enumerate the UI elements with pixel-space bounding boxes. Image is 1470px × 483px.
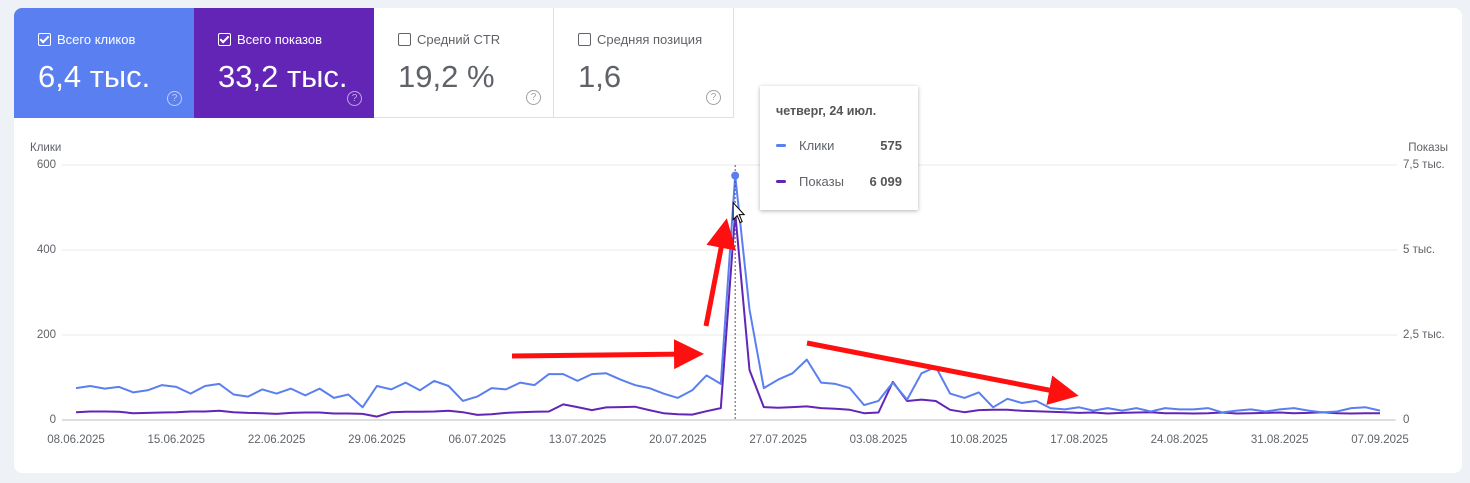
card-label: Всего кликов [38, 32, 194, 47]
x-tick-label: 03.08.2025 [850, 434, 908, 446]
hover-point [731, 171, 740, 180]
series-line [75, 211, 1380, 418]
x-tick-label: 17.08.2025 [1050, 434, 1108, 446]
tooltip: четверг, 24 июл. Клики 575 Показы 6 099 [760, 86, 918, 210]
x-tick-label: 10.08.2025 [950, 434, 1008, 446]
card-label-text: Средний CTR [417, 32, 501, 47]
card-label-text: Всего показов [237, 32, 322, 47]
metric-card[interactable]: Всего кликов 6,4 тыс.? [14, 8, 194, 118]
y-tick-label: 0 [50, 414, 56, 426]
x-tick-label: 06.07.2025 [448, 434, 506, 446]
card-value: 33,2 тыс. [218, 59, 348, 94]
checkbox[interactable] [218, 33, 231, 46]
card-value: 19,2 % [398, 59, 495, 94]
help-icon[interactable]: ? [347, 91, 362, 106]
arrow [703, 218, 736, 327]
arrow [511, 339, 704, 370]
tooltip-title: четверг, 24 июл. [776, 104, 877, 118]
performance-panel: Клики Показы 0 200 400 600 0 2,5 тыс. 5 тыс. 7,… [14, 8, 1462, 473]
checkbox[interactable] [578, 33, 591, 46]
tooltip-series: Показы [799, 174, 844, 189]
checkbox[interactable] [38, 33, 51, 46]
tooltip-row: Показы 6 099 [776, 174, 902, 189]
help-icon[interactable]: ? [167, 91, 182, 106]
x-tick-label: 13.07.2025 [549, 434, 607, 446]
x-tick-label: 08.06.2025 [47, 434, 105, 446]
chart: Клики Показы 0 200 400 600 0 2,5 тыс. 5 тыс. 7,… [30, 142, 1448, 446]
x-tick-label: 31.08.2025 [1251, 434, 1309, 446]
y2-tick-label: 5 тыс. [1403, 244, 1435, 256]
card-label-text: Средняя позиция [597, 32, 703, 47]
x-tick-label: 15.06.2025 [148, 434, 206, 446]
x-tick-label: 27.07.2025 [749, 434, 807, 446]
series-line [75, 174, 1381, 414]
card-value: 6,4 тыс. [38, 59, 151, 94]
tooltip-series: Клики [799, 138, 835, 153]
y2-axis-title: Показы [1408, 142, 1448, 154]
x-tick-label: 29.06.2025 [348, 434, 406, 446]
x-tick-label: 24.08.2025 [1151, 434, 1209, 446]
x-tick-label: 07.09.2025 [1351, 434, 1409, 446]
y2-tick-label: 7,5 тыс. [1403, 159, 1445, 171]
help-icon[interactable]: ? [526, 90, 541, 105]
x-tick-label: 20.07.2025 [649, 434, 707, 446]
y-tick-label: 600 [37, 159, 56, 171]
card-label: Средний CTR [398, 32, 553, 47]
y-tick-label: 400 [37, 244, 56, 256]
tooltip-value: 575 [880, 138, 902, 153]
y-tick-label: 200 [37, 329, 56, 341]
arrow [806, 340, 1079, 405]
y-axis-title: Клики [30, 142, 61, 154]
metric-card[interactable]: Всего показов 33,2 тыс.? [194, 8, 374, 118]
tooltip-row: Клики 575 [776, 138, 902, 153]
metric-card[interactable]: Средняя позиция 1,6? [554, 8, 734, 118]
help-icon[interactable]: ? [706, 90, 721, 105]
metric-card[interactable]: Средний CTR 19,2 %? [374, 8, 554, 118]
card-label-text: Всего кликов [57, 32, 136, 47]
card-value: 1,6 [578, 59, 622, 94]
y2-tick-label: 0 [1403, 414, 1409, 426]
x-tick-label: 22.06.2025 [248, 434, 306, 446]
y2-tick-label: 2,5 тыс. [1403, 329, 1445, 341]
annotation-arrows [511, 218, 1079, 405]
tooltip-value: 6 099 [869, 174, 902, 189]
card-label: Всего показов [218, 32, 374, 47]
checkbox[interactable] [398, 33, 411, 46]
card-label: Средняя позиция [578, 32, 733, 47]
